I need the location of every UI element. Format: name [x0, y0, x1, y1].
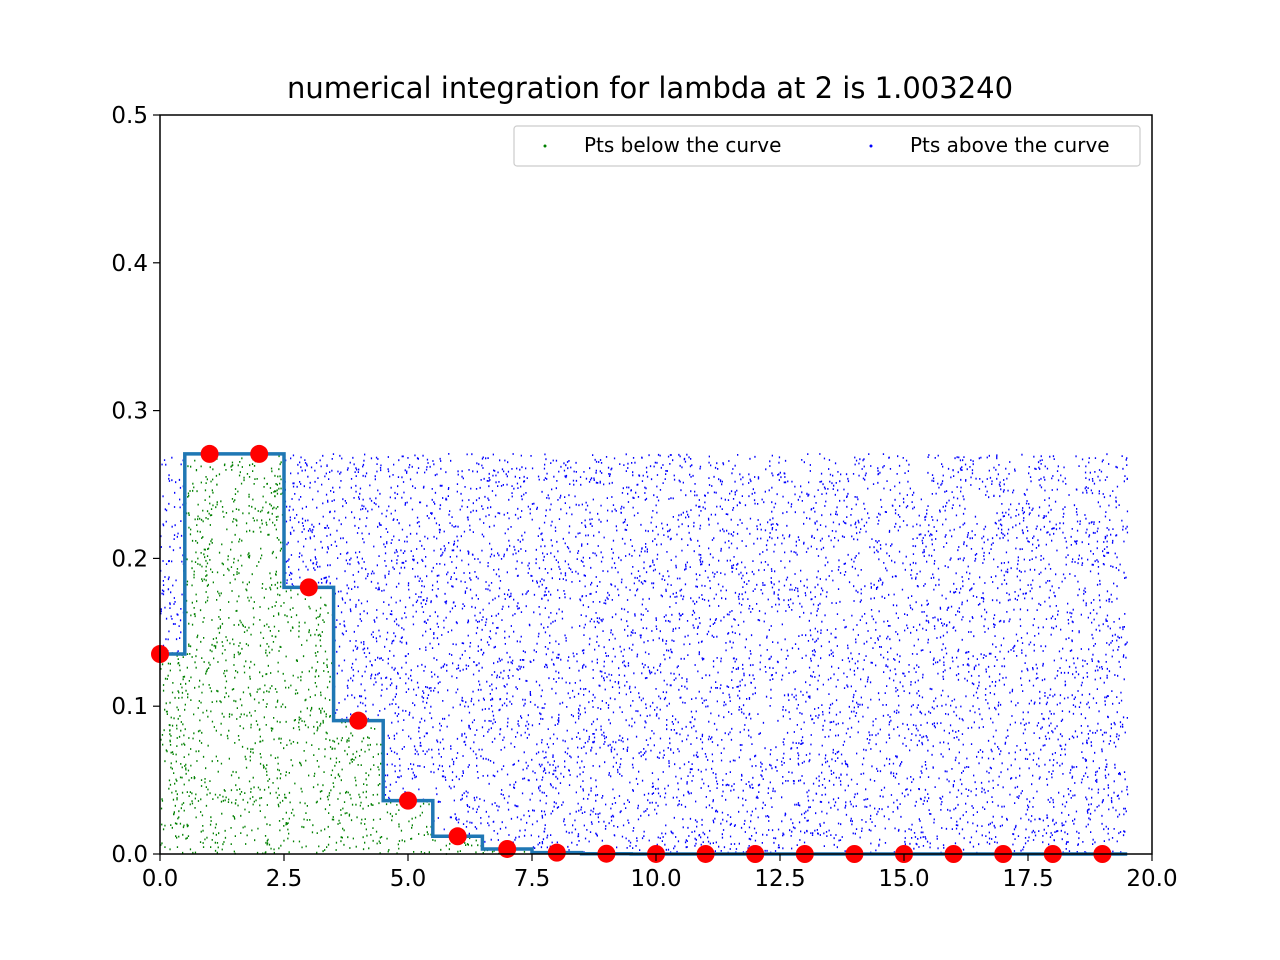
x-tick-label: 7.5 [514, 866, 551, 892]
step-curve [160, 452, 1128, 856]
plot-frame [159, 114, 1153, 855]
y-tick-label: 0.1 [111, 694, 148, 720]
legend-box [513, 125, 1141, 167]
y-tick-label: 0.4 [111, 251, 148, 277]
legend: Pts below the curve Pts above the curve [513, 125, 1141, 167]
x-tick-label: 15.0 [878, 866, 929, 892]
pmf-marker [448, 827, 467, 846]
pmf-marker [299, 578, 318, 597]
points-above-curve [160, 453, 1129, 855]
x-tick-label: 20.0 [1126, 866, 1177, 892]
y-tick-label: 0.2 [111, 546, 148, 572]
x-tick-label: 12.5 [754, 866, 805, 892]
pmf-marker [250, 444, 269, 463]
pmf-marker [349, 711, 368, 730]
x-tick-label: 10.0 [630, 866, 681, 892]
pmf-marker [399, 791, 417, 810]
legend-label-above: Pts above the curve [910, 133, 1110, 157]
chart-title: numerical integration for lambda at 2 is… [287, 71, 1013, 105]
y-tick-label: 0.0 [111, 842, 148, 868]
legend-marker-below [543, 144, 547, 148]
pmf-markers [151, 444, 1112, 863]
y-tick-label: 0.5 [111, 103, 148, 129]
y-tick-label: 0.3 [111, 399, 148, 425]
legend-marker-above [869, 144, 873, 148]
y-axis: 0.0 0.1 0.2 0.3 0.4 0.5 [111, 103, 160, 868]
x-tick-label: 2.5 [266, 866, 303, 892]
x-tick-label: 0.0 [142, 866, 179, 892]
x-axis: 0.0 2.5 5.0 7.5 10.0 12.5 15.0 17.5 20.0 [142, 854, 1178, 892]
pmf-marker [200, 444, 219, 463]
x-tick-label: 17.5 [1002, 866, 1053, 892]
x-tick-label: 5.0 [390, 866, 427, 892]
pmf-marker [547, 843, 566, 862]
legend-label-below: Pts below the curve [584, 133, 781, 157]
pmf-step-line [160, 452, 1128, 856]
pmf-marker [498, 839, 517, 858]
scatter-points [160, 453, 1129, 855]
points-below-curve [160, 453, 552, 855]
